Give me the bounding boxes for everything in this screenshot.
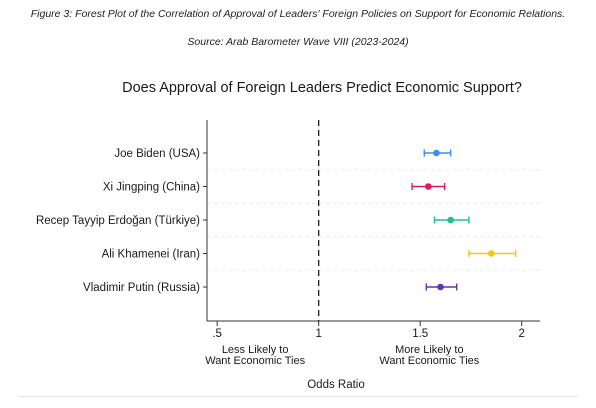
row-label: Recep Tayyip Erdoğan (Türkiye) bbox=[36, 215, 200, 227]
row-label: Ali Khamenei (Iran) bbox=[102, 249, 201, 261]
row-label: Joe Biden (USA) bbox=[114, 148, 200, 160]
x-tick-label: 2 bbox=[519, 328, 525, 340]
row-label: Vladimir Putin (Russia) bbox=[83, 282, 200, 294]
estimate-point bbox=[433, 149, 440, 157]
figure-source: Source: Arab Barometer Wave VIII (2023-2… bbox=[187, 36, 409, 48]
x-axis-label: Odds Ratio bbox=[307, 379, 365, 391]
row-label: Xi Jingping (China) bbox=[103, 182, 200, 194]
annotation-left: Less Likely to bbox=[222, 344, 289, 356]
chart-title: Does Approval of Foreign Leaders Predict… bbox=[122, 80, 522, 96]
estimate-point bbox=[425, 183, 432, 190]
x-tick-label: 1.5 bbox=[412, 328, 428, 340]
annotation-left: Want Economic Ties bbox=[205, 355, 305, 367]
annotation-right: More Likely to bbox=[395, 344, 463, 356]
estimate-point bbox=[447, 216, 454, 224]
x-tick-label: .5 bbox=[212, 328, 222, 340]
figure-caption: Figure 3: Forest Plot of the Correlation… bbox=[30, 8, 566, 20]
annotation-right: Want Economic Ties bbox=[379, 355, 479, 367]
estimate-point bbox=[487, 250, 495, 257]
estimate-point bbox=[437, 283, 444, 291]
x-tick-label: 1 bbox=[315, 328, 321, 340]
bottom-divider bbox=[18, 396, 578, 397]
